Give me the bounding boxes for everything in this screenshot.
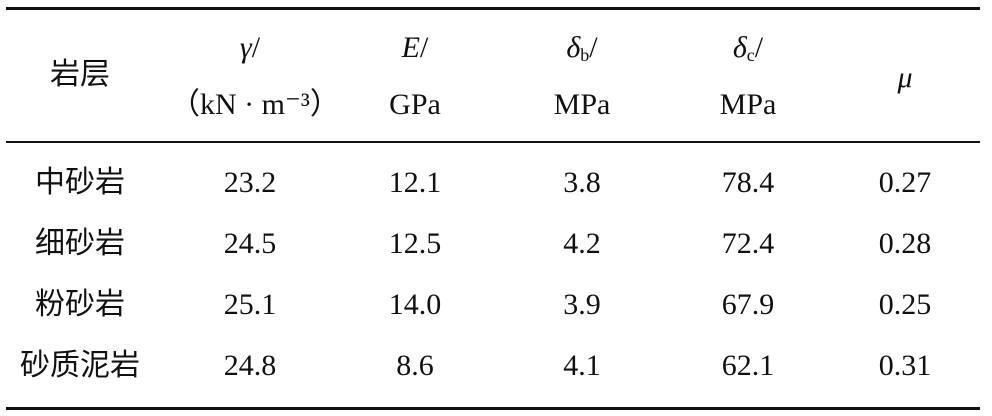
header-cell: 岩层 xyxy=(0,57,160,93)
table-cell: 细砂岩 xyxy=(0,226,160,262)
table-cell: 62.1 xyxy=(668,348,828,384)
table-cell: 8.6 xyxy=(335,348,495,384)
header-slash: / xyxy=(419,31,429,64)
table-cell: 14.0 xyxy=(335,287,495,323)
table-cell: 3.9 xyxy=(502,287,662,323)
table-cell: 78.4 xyxy=(668,165,828,201)
table-cell: 0.28 xyxy=(825,226,985,262)
header-cell: （kN · m⁻³） xyxy=(170,87,340,123)
cell-value: 24.8 xyxy=(223,349,277,382)
table-cell: 中砂岩 xyxy=(0,165,160,201)
header-cell: MPa xyxy=(502,87,662,123)
cell-value: 78.4 xyxy=(721,166,775,199)
header-symbol: E xyxy=(401,31,420,64)
header-slash: / xyxy=(251,31,261,64)
row-label: 砂质泥岩 xyxy=(20,349,140,382)
header-unit: （kN · m⁻³） xyxy=(170,88,340,121)
header-symbol: δ xyxy=(732,31,747,64)
cell-value: 0.31 xyxy=(878,349,932,382)
header-label: 岩层 xyxy=(50,58,110,91)
header-unit: GPa xyxy=(389,88,441,121)
header-cell: μ xyxy=(825,60,985,96)
cell-value: 12.5 xyxy=(388,227,442,260)
cell-value: 67.9 xyxy=(721,288,775,321)
cell-value: 3.8 xyxy=(563,166,601,199)
header-cell: δb/ xyxy=(502,30,662,73)
cell-value: 24.5 xyxy=(223,227,277,260)
header-symbol: γ xyxy=(239,31,252,64)
table-cell: 3.8 xyxy=(502,165,662,201)
header-cell: γ/ xyxy=(170,30,330,66)
cell-value: 62.1 xyxy=(721,349,775,382)
row-label: 中砂岩 xyxy=(35,166,125,199)
header-cell: δc/ xyxy=(668,30,828,73)
cell-value: 8.6 xyxy=(396,349,434,382)
table-cell: 67.9 xyxy=(668,287,828,323)
header-slash: / xyxy=(589,31,598,64)
header-rule xyxy=(6,141,980,143)
table-cell: 4.1 xyxy=(502,348,662,384)
table-cell: 0.31 xyxy=(825,348,985,384)
header-unit: MPa xyxy=(719,88,777,121)
table-cell: 砂质泥岩 xyxy=(0,348,160,384)
cell-value: 4.1 xyxy=(563,349,601,382)
cell-value: 0.27 xyxy=(878,166,932,199)
header-unit: MPa xyxy=(553,88,611,121)
table-cell: 12.1 xyxy=(335,165,495,201)
header-symbol: μ xyxy=(897,61,913,94)
table-cell: 23.2 xyxy=(170,165,330,201)
row-label: 细砂岩 xyxy=(35,227,125,260)
table-cell: 4.2 xyxy=(502,226,662,262)
top-rule xyxy=(6,7,980,10)
cell-value: 23.2 xyxy=(223,166,277,199)
table-cell: 0.25 xyxy=(825,287,985,323)
header-subscript: c xyxy=(746,45,755,65)
row-label: 粉砂岩 xyxy=(35,288,125,321)
table-cell: 25.1 xyxy=(170,287,330,323)
cell-value: 0.25 xyxy=(878,288,932,321)
table-cell: 粉砂岩 xyxy=(0,287,160,323)
header-cell: GPa xyxy=(335,87,495,123)
bottom-rule xyxy=(6,407,980,410)
cell-value: 72.4 xyxy=(721,227,775,260)
cell-value: 25.1 xyxy=(223,288,277,321)
cell-value: 3.9 xyxy=(563,288,601,321)
cell-value: 14.0 xyxy=(388,288,442,321)
header-symbol: δ xyxy=(566,31,581,64)
cell-value: 4.2 xyxy=(563,227,601,260)
cell-value: 0.28 xyxy=(878,227,932,260)
table-cell: 12.5 xyxy=(335,226,495,262)
table-cell: 72.4 xyxy=(668,226,828,262)
table-cell: 24.8 xyxy=(170,348,330,384)
header-slash: / xyxy=(754,31,764,64)
table-cell: 0.27 xyxy=(825,165,985,201)
header-subscript: b xyxy=(580,45,590,65)
header-cell: E/ xyxy=(335,30,495,66)
table-cell: 24.5 xyxy=(170,226,330,262)
cell-value: 12.1 xyxy=(388,166,442,199)
header-cell: MPa xyxy=(668,87,828,123)
